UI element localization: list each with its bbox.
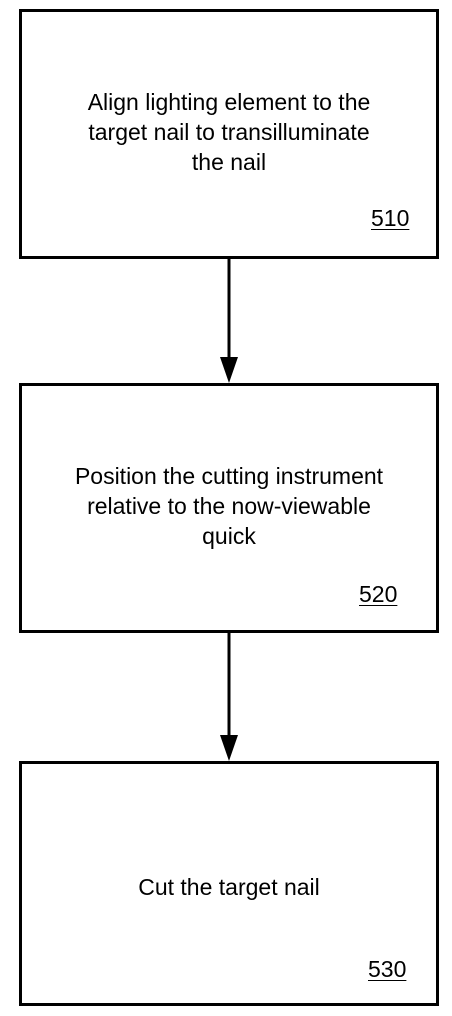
- step-box-530: Cut the target nail 530: [19, 761, 439, 1006]
- arrow-510-to-520: [220, 259, 238, 383]
- step-ref-520: 520: [359, 581, 397, 607]
- step-ref-530: 530: [368, 956, 406, 982]
- step-text-520: Position the cutting instrument relative…: [22, 461, 436, 551]
- arrow-520-to-530: [220, 633, 238, 761]
- step-text-530: Cut the target nail: [22, 872, 436, 902]
- arrow-head-1: [220, 357, 238, 383]
- arrow-head-2: [220, 735, 238, 761]
- step-box-520: Position the cutting instrument relative…: [19, 383, 439, 633]
